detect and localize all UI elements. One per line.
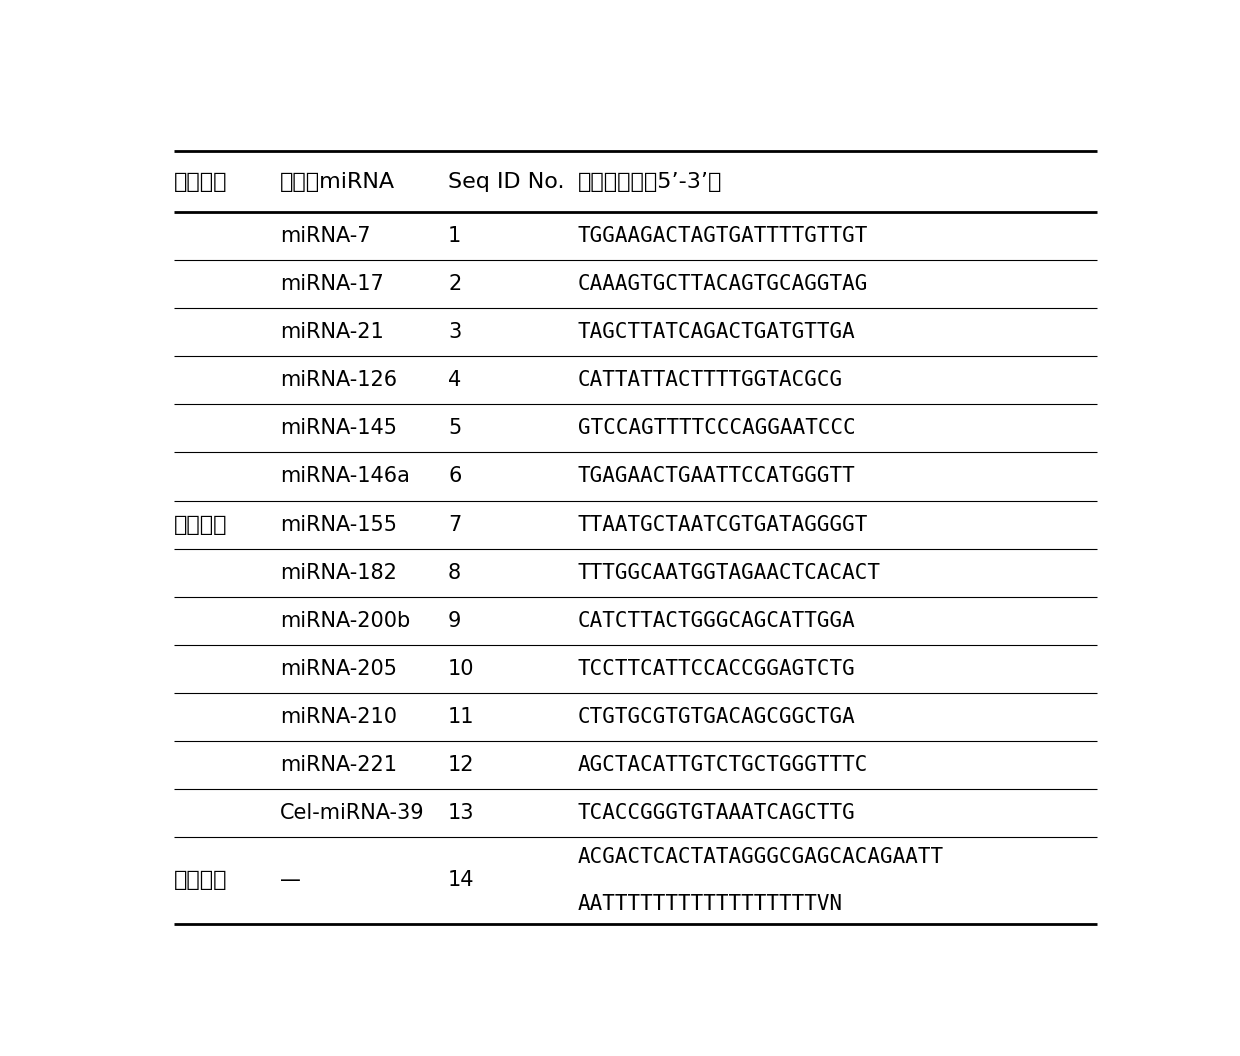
Text: 8: 8 bbox=[448, 563, 461, 583]
Text: TCCTTCATTCCACCGGAGTCTG: TCCTTCATTCCACCGGAGTCTG bbox=[578, 659, 856, 679]
Text: AATTTTTTTTTTTTTTTTTVN: AATTTTTTTTTTTTTTTTTVN bbox=[578, 893, 843, 913]
Text: 12: 12 bbox=[448, 755, 475, 775]
Text: AGCTACATTGTCTGCTGGGTTTC: AGCTACATTGTCTGCTGGGTTTC bbox=[578, 755, 868, 775]
Text: 对应的miRNA: 对应的miRNA bbox=[280, 172, 396, 191]
Text: 1: 1 bbox=[448, 226, 461, 246]
Text: 核苷酸序列（5’-3’）: 核苷酸序列（5’-3’） bbox=[578, 172, 722, 191]
Text: 5: 5 bbox=[448, 418, 461, 438]
Text: TTTGGCAATGGTAGAACTCACACT: TTTGGCAATGGTAGAACTCACACT bbox=[578, 563, 880, 583]
Text: 7: 7 bbox=[448, 514, 461, 534]
Text: 3: 3 bbox=[448, 322, 461, 342]
Text: miRNA-210: miRNA-210 bbox=[280, 706, 397, 727]
Text: miRNA-146a: miRNA-146a bbox=[280, 467, 409, 487]
Text: 14: 14 bbox=[448, 870, 475, 890]
Text: 11: 11 bbox=[448, 706, 475, 727]
Text: miRNA-221: miRNA-221 bbox=[280, 755, 397, 775]
Text: miRNA-200b: miRNA-200b bbox=[280, 610, 410, 630]
Text: miRNA-7: miRNA-7 bbox=[280, 226, 371, 246]
Text: 2: 2 bbox=[448, 275, 461, 295]
Text: 6: 6 bbox=[448, 467, 461, 487]
Text: TGGAAGACTAGTGATTTTGTTGT: TGGAAGACTAGTGATTTTGTTGT bbox=[578, 226, 868, 246]
Text: CATTATTACTTTTGGTACGCG: CATTATTACTTTTGGTACGCG bbox=[578, 371, 843, 391]
Text: 9: 9 bbox=[448, 610, 461, 630]
Text: Seq ID No.: Seq ID No. bbox=[448, 172, 564, 191]
Text: CTGTGCGTGTGACAGCGGCTGA: CTGTGCGTGTGACAGCGGCTGA bbox=[578, 706, 856, 727]
Text: 引物类型: 引物类型 bbox=[174, 172, 228, 191]
Text: ACGACTCACTATAGGGCGAGCACAGAATT: ACGACTCACTATAGGGCGAGCACAGAATT bbox=[578, 847, 944, 867]
Text: miRNA-155: miRNA-155 bbox=[280, 514, 397, 534]
Text: miRNA-21: miRNA-21 bbox=[280, 322, 383, 342]
Text: miRNA-145: miRNA-145 bbox=[280, 418, 397, 438]
Text: 13: 13 bbox=[448, 803, 475, 823]
Text: —: — bbox=[280, 870, 301, 890]
Text: GTCCAGTTTTCCCAGGAATCCC: GTCCAGTTTTCCCAGGAATCCC bbox=[578, 418, 856, 438]
Text: miRNA-182: miRNA-182 bbox=[280, 563, 397, 583]
Text: TTAATGCTAATCGTGATAGGGGT: TTAATGCTAATCGTGATAGGGGT bbox=[578, 514, 868, 534]
Text: CATCTTACTGGGCAGCATTGGA: CATCTTACTGGGCAGCATTGGA bbox=[578, 610, 856, 630]
Text: CAAAGTGCTTACAGTGCAGGTAG: CAAAGTGCTTACAGTGCAGGTAG bbox=[578, 275, 868, 295]
Text: miRNA-126: miRNA-126 bbox=[280, 371, 397, 391]
Text: 4: 4 bbox=[448, 371, 461, 391]
Text: TGAGAACTGAATTCCATGGGTT: TGAGAACTGAATTCCATGGGTT bbox=[578, 467, 856, 487]
Text: 10: 10 bbox=[448, 659, 475, 679]
Text: 正向引物: 正向引物 bbox=[174, 514, 228, 534]
Text: Cel-miRNA-39: Cel-miRNA-39 bbox=[280, 803, 424, 823]
Text: 反向引物: 反向引物 bbox=[174, 870, 228, 890]
Text: miRNA-17: miRNA-17 bbox=[280, 275, 383, 295]
Text: miRNA-205: miRNA-205 bbox=[280, 659, 397, 679]
Text: TAGCTTATCAGACTGATGTTGA: TAGCTTATCAGACTGATGTTGA bbox=[578, 322, 856, 342]
Text: TCACCGGGTGTAAATCAGCTTG: TCACCGGGTGTAAATCAGCTTG bbox=[578, 803, 856, 823]
